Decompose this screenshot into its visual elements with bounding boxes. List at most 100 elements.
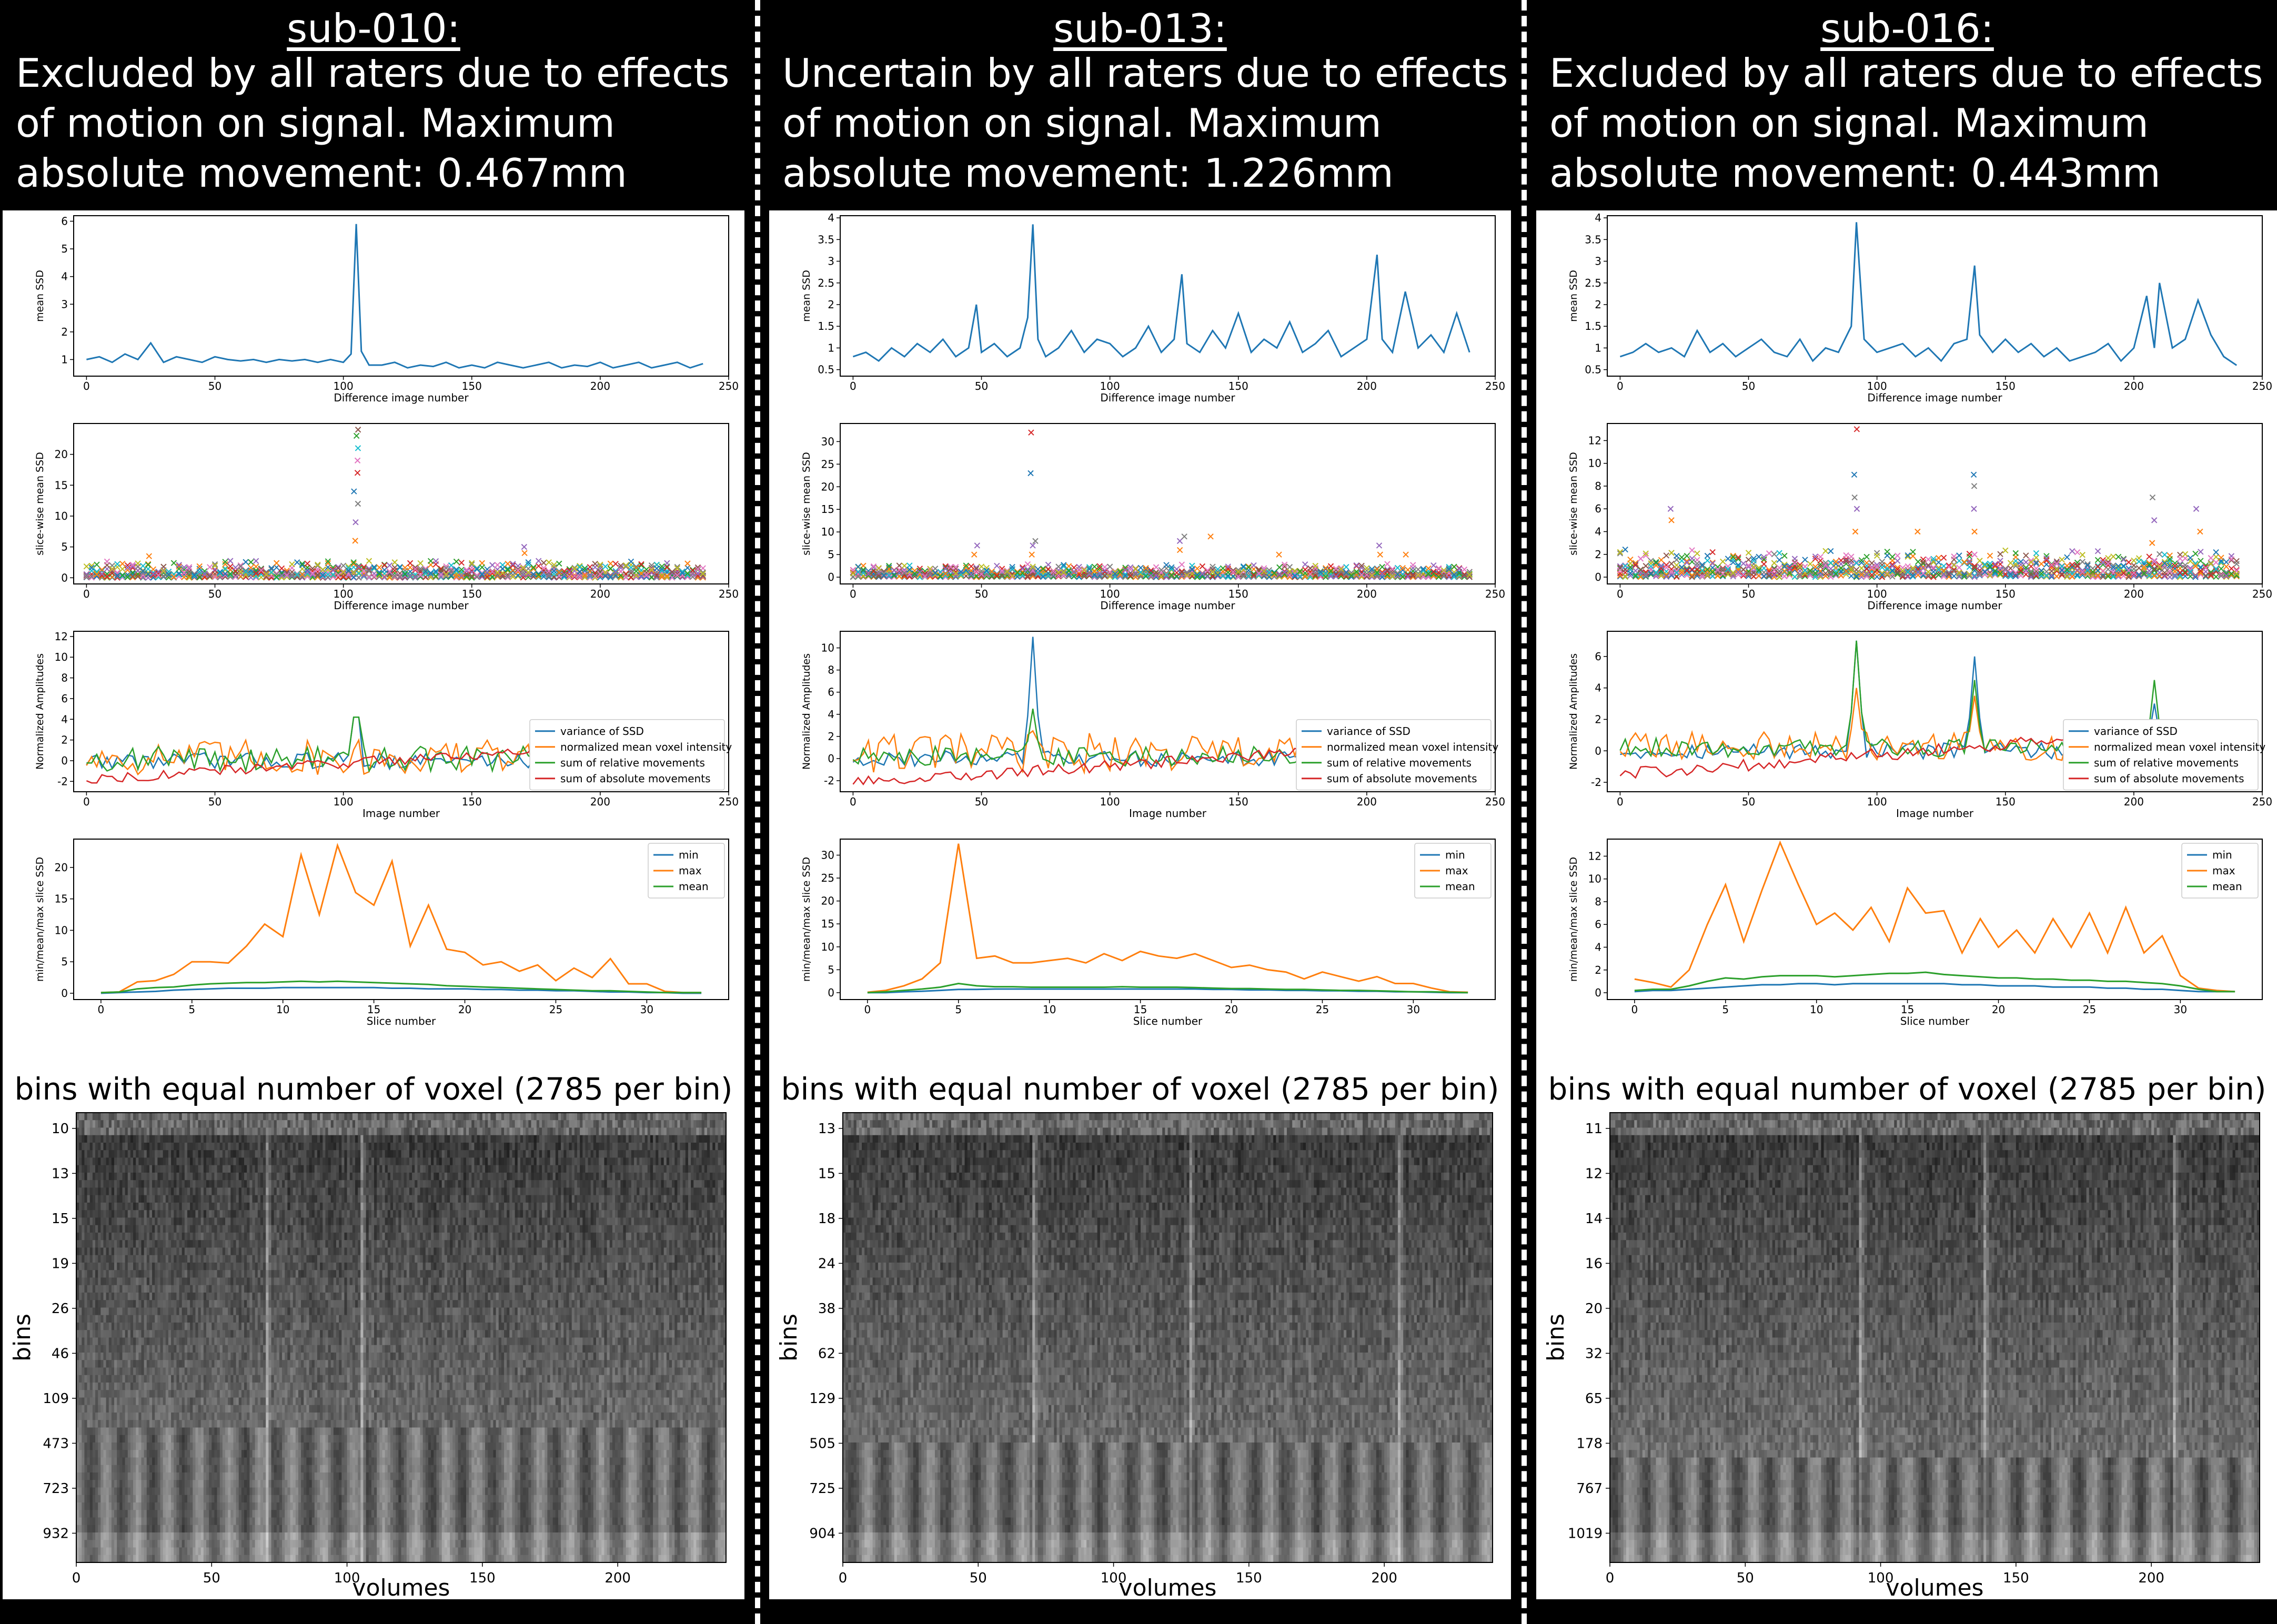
col0-slicewise-ssd-chart-scatter-point [88, 574, 95, 581]
col0-carpet-plot-cell [574, 1150, 578, 1158]
col0-carpet-plot-cell [447, 1187, 450, 1196]
col0-carpet-plot-cell [214, 1217, 218, 1226]
col0-slicewise-ssd-chart-scatter-point [412, 573, 419, 580]
col0-carpet-plot-cell [420, 1157, 424, 1166]
col0-carpet-plot-cell [425, 1135, 429, 1143]
col0-carpet-plot-cell [219, 1217, 223, 1226]
col0-slicewise-ssd-chart-scatter-point [186, 564, 193, 570]
col0-carpet-plot-cell [382, 1180, 386, 1188]
col0-carpet-plot-cell [360, 1165, 364, 1173]
col0-carpet-plot-cell [379, 1173, 383, 1181]
col0-carpet-plot-cell [688, 1127, 691, 1136]
col0-carpet-plot-cell [157, 1165, 161, 1173]
col0-carpet-plot-cell [276, 1187, 280, 1196]
col0-carpet-plot-cell [174, 1127, 177, 1136]
col0-carpet-plot-cell [658, 1210, 662, 1218]
col0-carpet-plot-cell [165, 1143, 169, 1151]
col0-carpet-plot-cell [425, 1180, 429, 1188]
col0-carpet-plot-cell [76, 1127, 79, 1136]
col0-carpet-plot-cell [76, 1173, 79, 1181]
col0-carpet-plot-cell [377, 1143, 380, 1151]
col0-slicewise-ssd-chart-scatter-point [150, 571, 157, 577]
col0-carpet-plot-cell [458, 1195, 461, 1203]
col0-carpet-plot-cell [574, 1187, 578, 1196]
col0-carpet-plot-cell [325, 1195, 329, 1203]
col0-carpet-plot-cell [682, 1165, 686, 1173]
col0-carpet-plot-cell [509, 1127, 513, 1136]
col0-carpet-plot-cell [691, 1143, 694, 1151]
col0-carpet-plot-cell [306, 1165, 310, 1173]
col0-carpet-plot-cell [466, 1180, 469, 1188]
col0-carpet-plot-cell [295, 1217, 299, 1226]
col0-carpet-plot-cell [349, 1210, 353, 1218]
col0-carpet-plot-cell [349, 1217, 353, 1226]
col0-carpet-plot-cell [504, 1157, 507, 1166]
col0-carpet-plot-cell [634, 1165, 637, 1173]
col0-carpet-plot-cell [712, 1217, 716, 1226]
col0-carpet-plot-cell [623, 1113, 627, 1121]
col0-carpet-plot-carpet [76, 1113, 727, 1563]
col0-slicewise-ssd-chart-scatter-point [227, 571, 234, 578]
col0-carpet-plot-cell [542, 1173, 545, 1181]
col0-carpet-plot-cell [672, 1143, 675, 1151]
col0-carpet-plot-cell [661, 1165, 664, 1173]
col0-carpet-plot-cell [396, 1203, 399, 1211]
col0-slicewise-ssd-chart-scatter-point [510, 573, 516, 580]
col0-carpet-plot-cell [626, 1113, 629, 1121]
col0-carpet-plot-cell [704, 1135, 708, 1143]
col0-carpet-plot-cell [228, 1225, 231, 1233]
col0-carpet-plot-cell [596, 1210, 599, 1218]
col0-carpet-plot-cell [696, 1135, 700, 1143]
col0-carpet-plot-cell [415, 1210, 418, 1218]
col0-carpet-plot-cell [650, 1143, 653, 1151]
col0-carpet-plot-cell [533, 1165, 537, 1173]
col0-carpet-plot-cell [203, 1127, 207, 1136]
col0-carpet-plot-cell [136, 1120, 139, 1128]
col0-carpet-plot-cell [490, 1157, 494, 1166]
col0-carpet-plot-cell [545, 1113, 548, 1121]
col0-slicewise-ssd-chart-scatter-point [546, 572, 552, 579]
col0-carpet-plot-cell [434, 1180, 437, 1188]
col0-carpet-plot-cell [712, 1180, 716, 1188]
col0-carpet-plot-cell [100, 1120, 104, 1128]
col0-carpet-plot-cell [82, 1127, 85, 1136]
col0-carpet-plot-cell [647, 1195, 651, 1203]
col0-carpet-plot-cell [260, 1217, 264, 1226]
col0-carpet-plot-cell [512, 1113, 516, 1121]
col0-carpet-plot-cell [601, 1150, 605, 1158]
col0-carpet-plot-cell [89, 1120, 93, 1128]
col0-carpet-plot-cell [637, 1210, 640, 1218]
col0-carpet-plot-cell [323, 1187, 326, 1196]
col0-carpet-plot-cell [545, 1173, 548, 1181]
col0-carpet-plot-cell [325, 1143, 329, 1151]
col0-carpet-plot-cell [593, 1135, 597, 1143]
col0-carpet-plot-cell [309, 1217, 313, 1226]
col0-carpet-plot-cell [710, 1187, 713, 1196]
col0-carpet-plot-cell [217, 1135, 220, 1143]
col0-carpet-plot-cell [450, 1157, 453, 1166]
col0-carpet-plot-cell [174, 1135, 177, 1143]
col0-slicewise-ssd-chart-scatter-point [458, 574, 465, 580]
col0-carpet-plot-cell [249, 1203, 253, 1211]
col0-carpet-plot-cell [84, 1113, 88, 1121]
col0-slicewise-ssd-chart-scatter-point [237, 562, 244, 569]
col0-carpet-plot-cell [317, 1195, 320, 1203]
col0-carpet-plot-cell [696, 1157, 700, 1166]
col0-carpet-plot-cell [98, 1150, 101, 1158]
col0-carpet-plot-cell [271, 1173, 275, 1181]
col0-carpet-plot-cell [696, 1203, 700, 1211]
col0-carpet-plot-cell [409, 1173, 412, 1181]
col0-carpet-plot-cell [222, 1225, 226, 1233]
col0-carpet-plot-cell [217, 1187, 220, 1196]
col0-carpet-plot-cell [377, 1165, 380, 1173]
col0-carpet-plot-cell [263, 1203, 266, 1211]
col0-slicewise-ssd-chart-scatter-point [366, 558, 372, 564]
col0-carpet-plot-cell [168, 1150, 172, 1158]
col0-carpet-plot-cell [710, 1217, 713, 1226]
col0-carpet-plot-cell [217, 1173, 220, 1181]
col0-slicewise-ssd-chart-scatter-point [540, 565, 547, 571]
col0-carpet-plot-cell [512, 1150, 516, 1158]
col0-carpet-plot-cell [198, 1143, 201, 1151]
col0-carpet-plot-cell [455, 1180, 459, 1188]
col0-carpet-plot-cell [333, 1210, 337, 1218]
